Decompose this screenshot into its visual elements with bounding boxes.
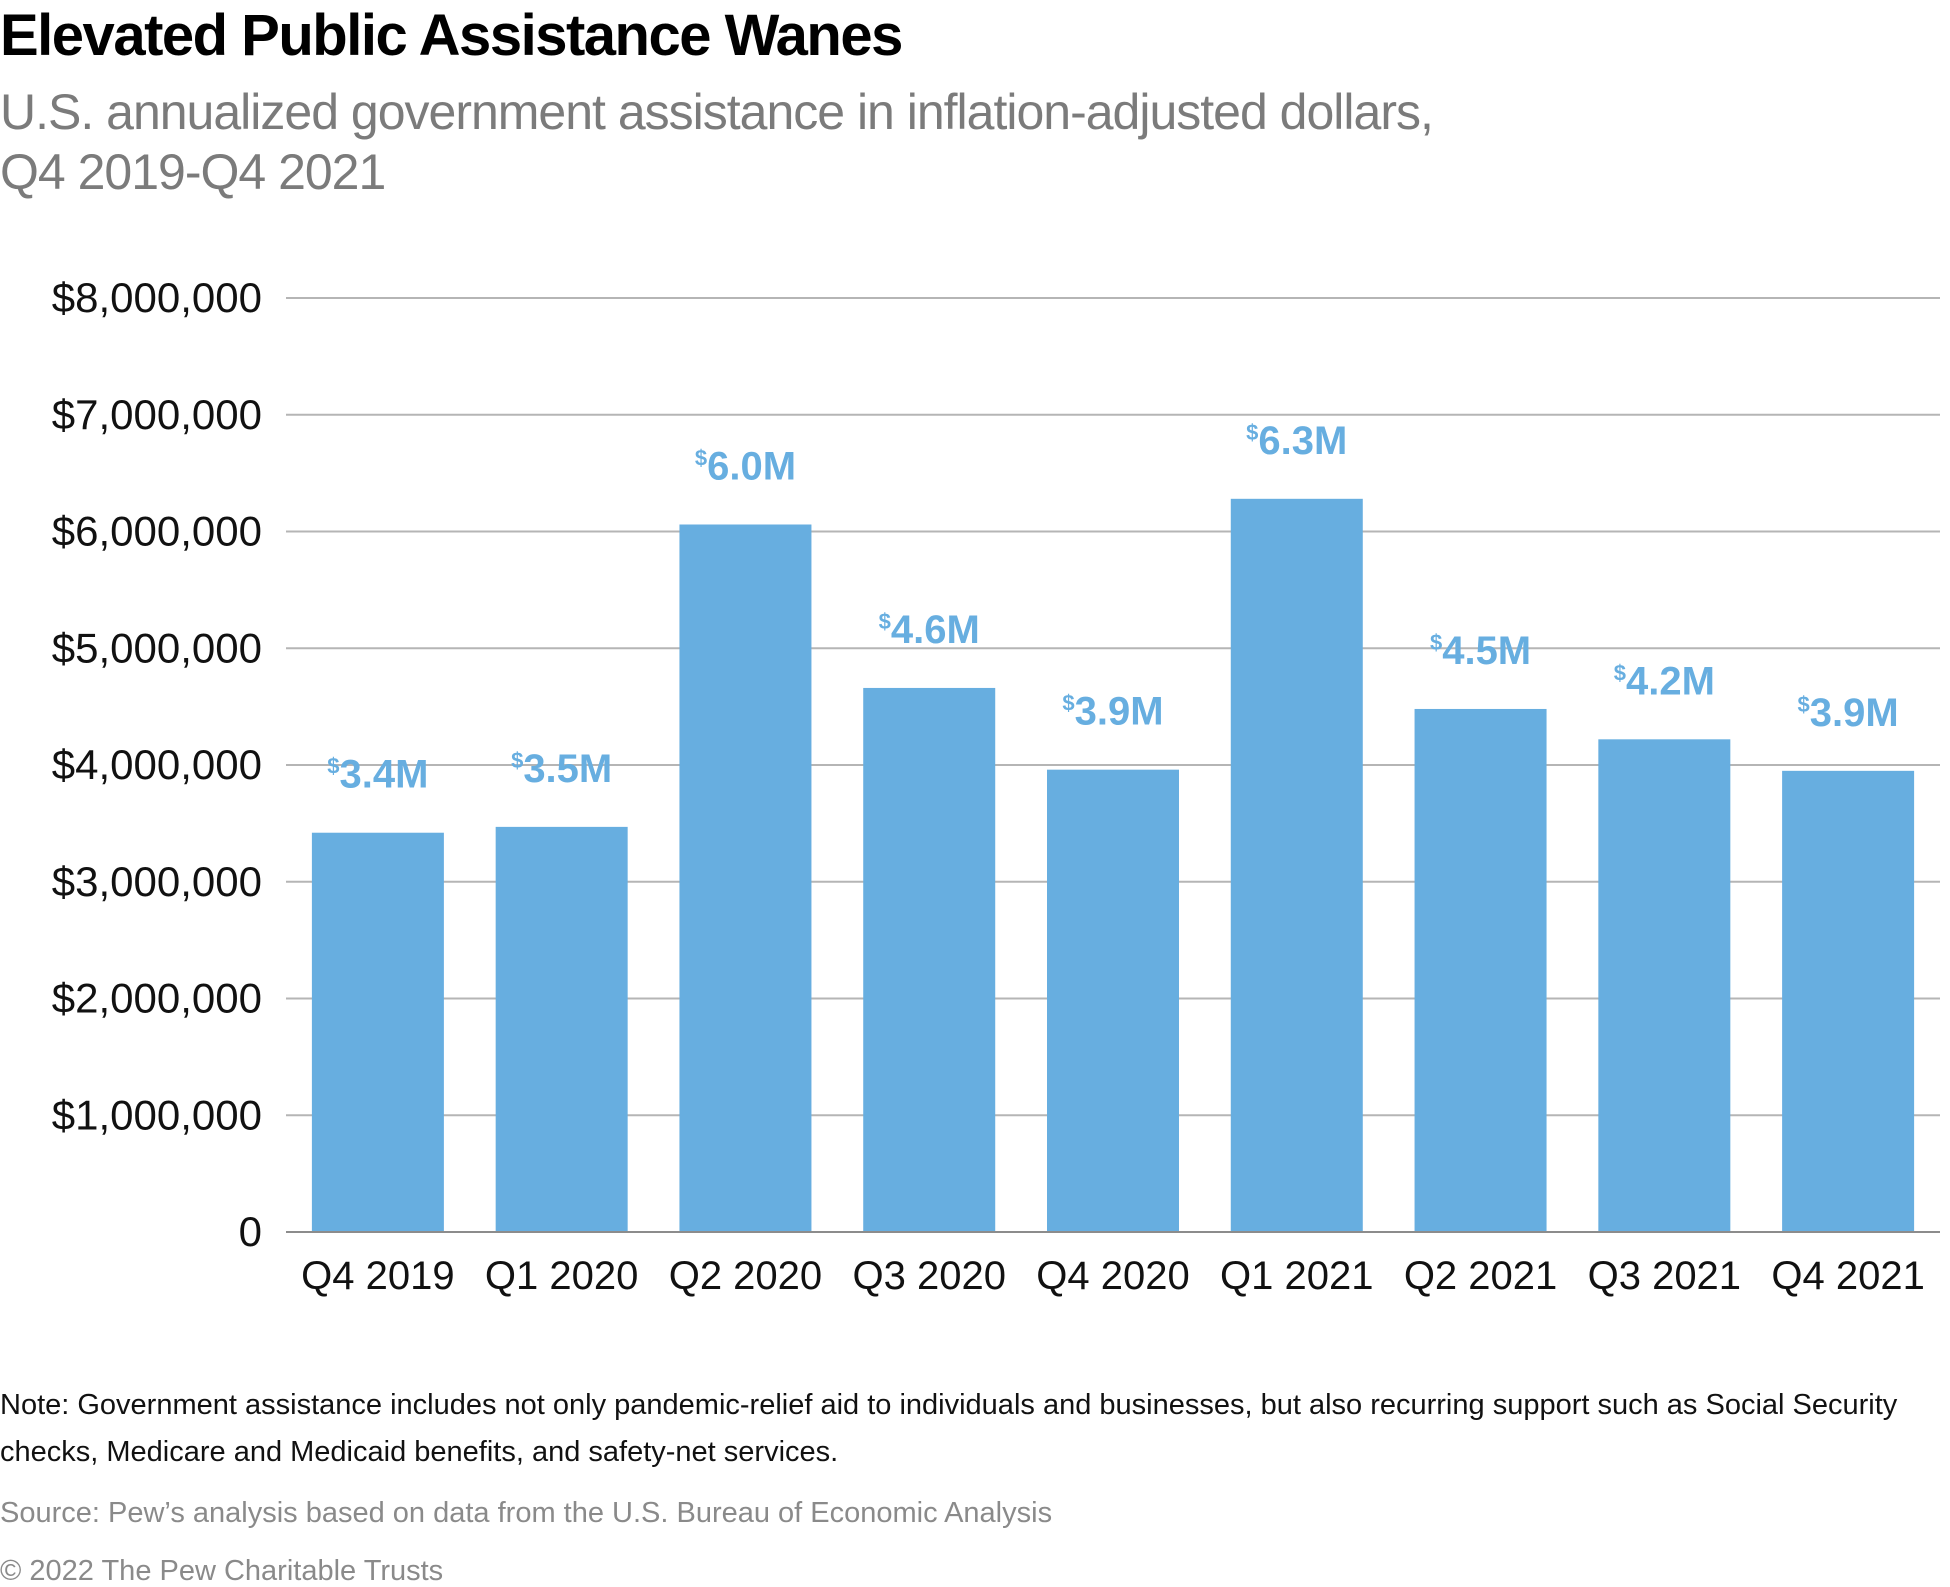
- x-tick-label: Q2 2021: [1404, 1254, 1557, 1298]
- data-label: $4.6M: [879, 608, 980, 652]
- y-tick-label: 0: [239, 1208, 262, 1255]
- data-label: $3.5M: [511, 747, 612, 791]
- data-label: $3.9M: [1798, 691, 1899, 735]
- x-tick-label: Q4 2019: [301, 1254, 454, 1298]
- bar-chart: 0 $1,000,000 $2,000,000 $3,000,000 $4,000,00…: [52, 274, 1940, 1298]
- x-tick-label: Q3 2020: [852, 1254, 1005, 1298]
- chart-source: Source: Pew’s analysis based on data fro…: [0, 1497, 1053, 1529]
- bar: [679, 524, 812, 1232]
- data-label: $3.4M: [327, 753, 428, 797]
- data-label: $4.5M: [1430, 629, 1531, 673]
- chart-title: Elevated Public Assistance Wanes: [0, 3, 903, 68]
- chart-subtitle: U.S. annualized government assistance in…: [0, 82, 1600, 202]
- x-tick-label: Q4 2020: [1036, 1254, 1189, 1298]
- chart-note: Note: Government assistance includes not…: [0, 1389, 1898, 1468]
- bar: [1047, 769, 1179, 1232]
- x-tick-label: Q4 2021: [1771, 1254, 1924, 1298]
- y-tick-label: $2,000,000: [52, 975, 262, 1022]
- bar: [495, 826, 628, 1232]
- bar: [1414, 708, 1547, 1232]
- y-tick-label: $6,000,000: [52, 508, 262, 555]
- copyright: © 2022 The Pew Charitable Trusts: [0, 1555, 444, 1587]
- bar: [863, 687, 996, 1232]
- y-tick-label: $4,000,000: [52, 741, 262, 788]
- subtitle-line-2: Q4 2019-Q4 2021: [0, 144, 386, 200]
- bar: [1598, 739, 1731, 1232]
- y-tick-label: $3,000,000: [52, 858, 262, 905]
- bar: [311, 832, 444, 1232]
- x-tick-label: Q1 2021: [1220, 1254, 1373, 1298]
- data-label: $4.2M: [1614, 659, 1715, 703]
- y-tick-label: $7,000,000: [52, 391, 262, 438]
- x-tick-label: Q2 2020: [669, 1254, 822, 1298]
- x-tick-label: Q3 2021: [1588, 1254, 1741, 1298]
- y-tick-label: $1,000,000: [52, 1091, 262, 1138]
- x-tick-label: Q1 2020: [485, 1254, 638, 1298]
- bar: [1230, 498, 1363, 1232]
- subtitle-line-1: U.S. annualized government assistance in…: [0, 84, 1434, 140]
- bar: [1782, 770, 1915, 1232]
- data-label: $6.0M: [695, 444, 796, 488]
- data-label: $3.9M: [1062, 690, 1163, 734]
- data-label: $6.3M: [1246, 419, 1347, 463]
- y-tick-label: $8,000,000: [52, 274, 262, 321]
- y-tick-label: $5,000,000: [52, 624, 262, 671]
